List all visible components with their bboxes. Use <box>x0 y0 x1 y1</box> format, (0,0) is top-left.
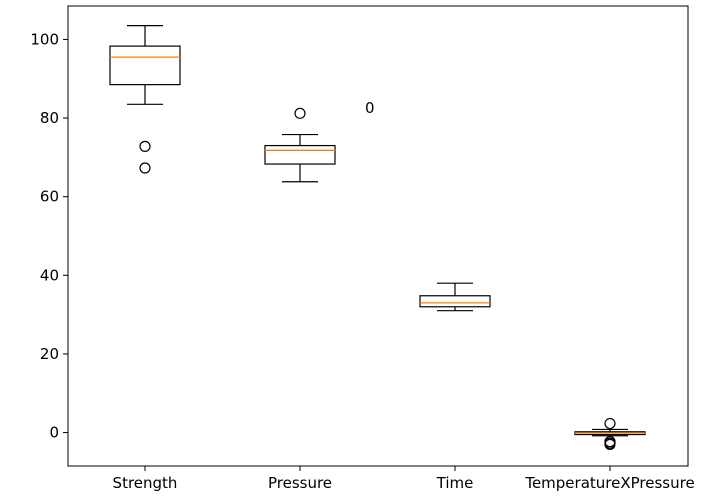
chart-marks: 0 <box>109 25 646 450</box>
outlier-point <box>139 162 151 174</box>
box-temperaturexpressure <box>574 417 646 450</box>
iqr-box <box>109 45 181 86</box>
box-strength <box>109 25 181 174</box>
y-tick-label: 0 <box>49 424 59 442</box>
annotation-label: 0 <box>365 99 375 117</box>
x-tick-label: Pressure <box>268 474 332 492</box>
x-tick-label: Time <box>436 474 474 492</box>
iqr-box <box>264 144 336 165</box>
y-tick-label: 60 <box>40 188 59 206</box>
iqr-box <box>419 295 491 308</box>
x-tick-label: Strength <box>113 474 178 492</box>
x-tick-label: TemperatureXPressure <box>524 474 694 492</box>
outlier-point <box>294 107 306 119</box>
outlier-point <box>604 438 616 450</box>
axis-ticks: 0 20 40 60 80 100 Strength Pressure Time Temperat… <box>30 30 694 492</box>
y-tick-label: 100 <box>30 30 59 48</box>
y-tick-label: 20 <box>40 345 59 363</box>
box-time <box>419 282 491 312</box>
outlier-point <box>604 417 616 430</box>
y-tick-label: 40 <box>40 266 59 284</box>
y-tick-label: 80 <box>40 109 59 127</box>
plot-area <box>67 5 689 467</box>
box-pressure <box>264 107 336 183</box>
outlier-point <box>139 140 151 152</box>
